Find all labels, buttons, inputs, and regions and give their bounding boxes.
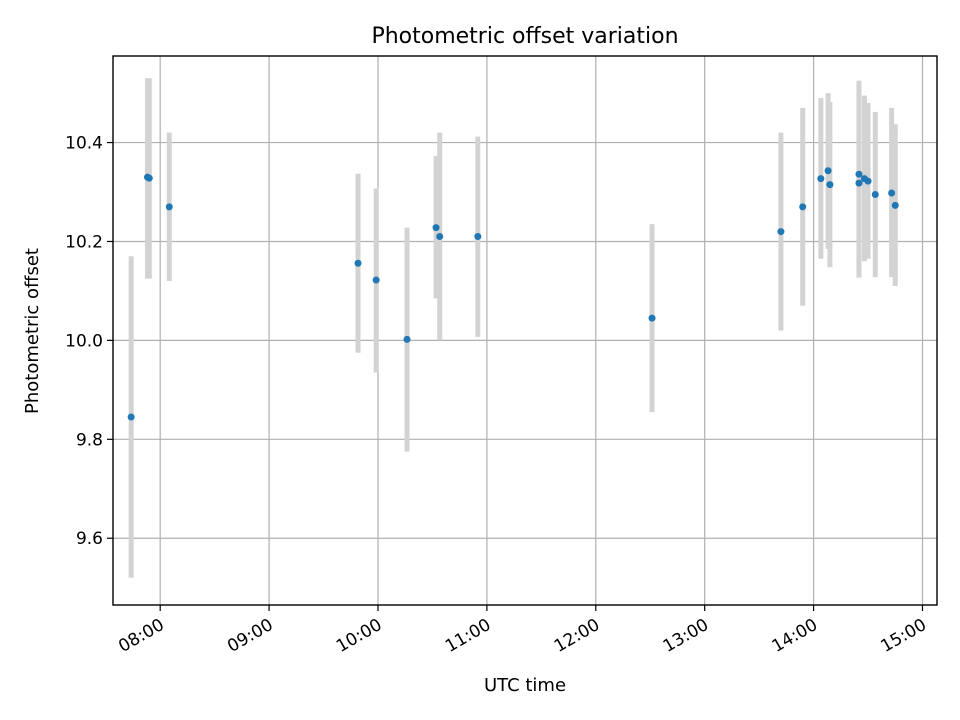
- data-point: [826, 181, 834, 189]
- x-tick-label: 11:00: [442, 615, 494, 657]
- grid-lines: [113, 56, 937, 605]
- y-axis-label: Photometric offset: [22, 248, 43, 414]
- data-point: [871, 190, 879, 198]
- data-point: [474, 233, 482, 241]
- data-point: [432, 224, 440, 232]
- y-tick-label: 10.4: [65, 134, 103, 154]
- data-point: [165, 203, 173, 211]
- x-tick-label: 08:00: [115, 615, 167, 657]
- x-tick-label: 12:00: [551, 615, 603, 657]
- x-tick-label: 10:00: [333, 615, 385, 657]
- x-tick-label: 14:00: [769, 615, 821, 657]
- y-tick-label: 10.2: [65, 232, 103, 252]
- data-point: [127, 413, 135, 421]
- data-point: [817, 175, 825, 183]
- y-tick-label: 9.6: [76, 529, 103, 549]
- data-point: [145, 174, 153, 182]
- data-point: [855, 170, 863, 178]
- data-point: [648, 314, 656, 322]
- x-tick-label: 15:00: [878, 615, 930, 657]
- data-point: [436, 233, 444, 241]
- data-point: [824, 167, 832, 175]
- x-tick-label: 13:00: [660, 615, 712, 657]
- data-point: [864, 177, 872, 185]
- plot-frame: [112, 55, 938, 606]
- data-point: [372, 276, 380, 284]
- data-point: [855, 179, 863, 187]
- x-axis-label: UTC time: [484, 675, 566, 696]
- y-tick-label: 10.0: [65, 331, 103, 351]
- data-point: [891, 201, 899, 209]
- chart-title: Photometric offset variation: [371, 24, 678, 49]
- data-point: [888, 189, 896, 197]
- x-axis-ticks: 08:00 09:00 10:00 11:00 12:00 13:00 14:00 15:00: [115, 605, 930, 657]
- data-point: [403, 335, 411, 343]
- x-tick-label: 09:00: [224, 615, 276, 657]
- error-bars: [128, 78, 898, 578]
- data-points: [127, 167, 899, 421]
- y-axis-ticks: 9.6 9.8 10.0 10.2 10.4: [65, 134, 113, 549]
- data-point: [777, 228, 785, 236]
- y-tick-label: 9.8: [76, 430, 103, 450]
- data-point: [354, 259, 362, 267]
- data-point: [799, 203, 807, 211]
